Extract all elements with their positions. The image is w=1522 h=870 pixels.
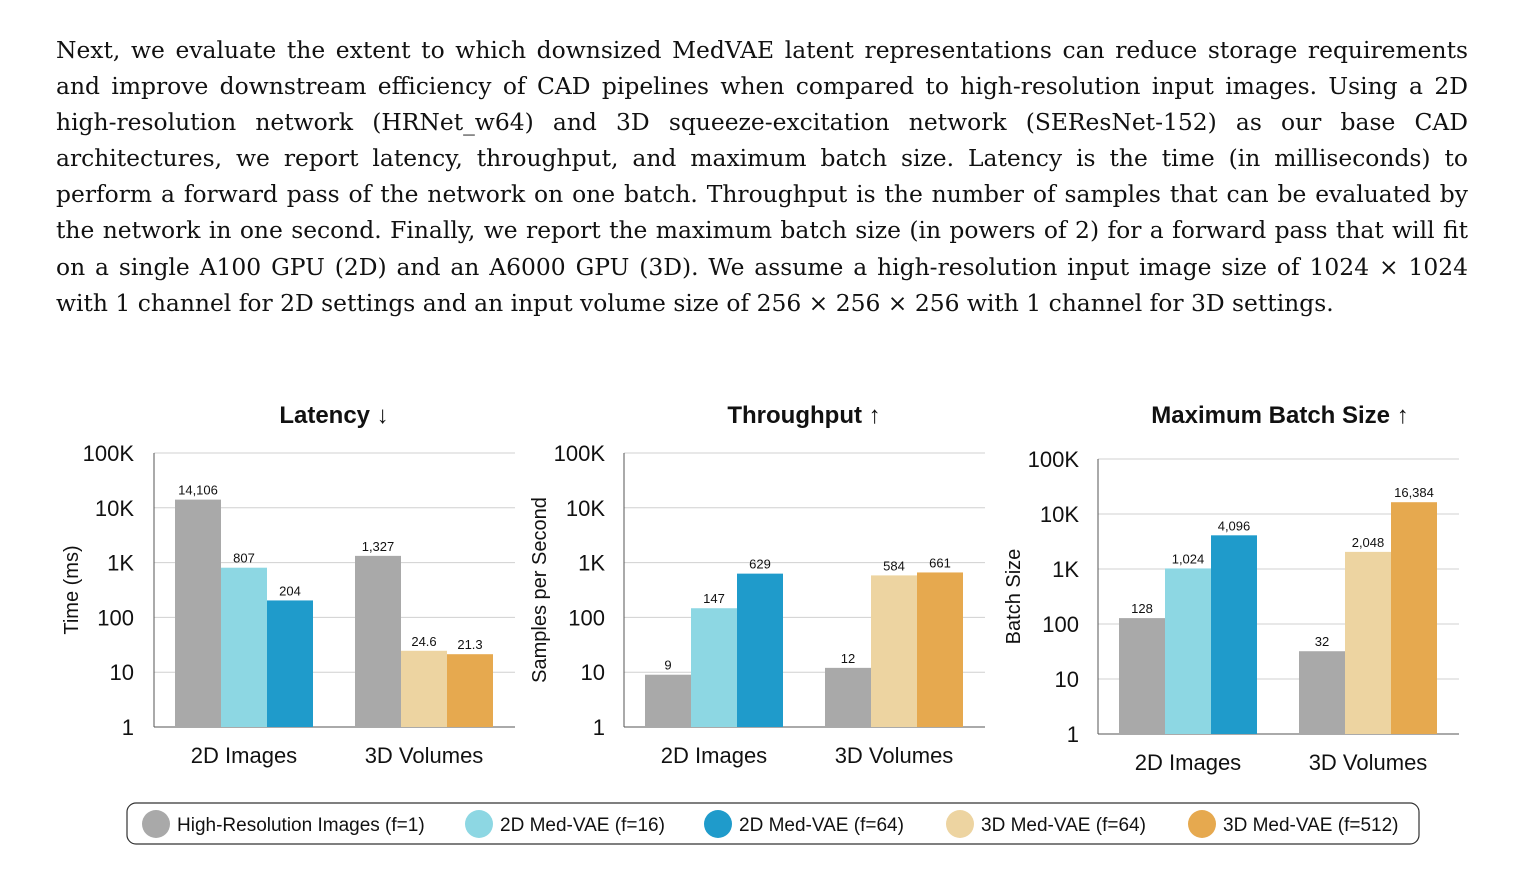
y-tick-label: 100 (1042, 612, 1079, 637)
bar (917, 572, 963, 727)
y-tick-label: 1K (107, 551, 134, 576)
bar-value-label: 32 (1315, 634, 1329, 649)
y-tick-label: 1 (122, 715, 134, 740)
body-paragraph: Next, we evaluate the extent to which do… (56, 36, 1468, 317)
legend-label: 2D Med-VAE (f=16) (500, 815, 665, 836)
bar (1119, 618, 1165, 734)
y-tick-label: 10K (95, 496, 134, 521)
bar (175, 499, 221, 727)
bar-value-label: 204 (279, 583, 301, 598)
y-tick-label: 100K (554, 441, 606, 466)
bar-value-label: 128 (1131, 601, 1153, 616)
x-category-label: 2D Images (191, 743, 297, 768)
bar-value-label: 24.6 (411, 634, 436, 649)
x-category-label: 2D Images (1135, 750, 1241, 775)
legend-label: High-Resolution Images (f=1) (177, 815, 425, 836)
y-tick-label: 10K (566, 496, 605, 521)
bar (871, 575, 917, 727)
x-category-label: 3D Volumes (365, 743, 484, 768)
bar (691, 608, 737, 727)
bar (1165, 568, 1211, 734)
bar-value-label: 629 (749, 557, 771, 572)
y-tick-label: 100K (83, 441, 135, 466)
bar (267, 600, 313, 727)
bar (825, 667, 871, 727)
x-category-label: 3D Volumes (835, 743, 954, 768)
legend-swatch (704, 810, 732, 838)
bar (737, 573, 783, 727)
bar (1345, 551, 1391, 734)
latency-chart: Latency ↓ 1 10 100 1K 10K 100K Time (ms) 14,106 8… (61, 402, 515, 768)
y-tick-label: 100 (97, 605, 134, 630)
y-axis-label: Batch Size (1003, 549, 1025, 645)
y-tick-label: 10K (1040, 502, 1079, 527)
y-tick-label: 1 (593, 715, 605, 740)
y-tick-label: 10 (581, 660, 605, 685)
bar-value-label: 661 (929, 555, 951, 570)
chart-title: Throughput ↑ (727, 402, 880, 429)
bar-value-label: 16,384 (1394, 485, 1434, 500)
bar-value-label: 147 (703, 591, 725, 606)
bar (1299, 651, 1345, 734)
throughput-chart: Throughput ↑ 1 10 100 1K 10K 100K Samples per S… (529, 402, 985, 768)
bar-value-label: 584 (883, 558, 905, 573)
y-tick-label: 1K (1052, 557, 1079, 582)
y-axis-label: Samples per Second (529, 497, 551, 683)
legend-swatch (1188, 810, 1216, 838)
y-tick-label: 1K (578, 551, 605, 576)
bar (1211, 535, 1257, 734)
bar-value-label: 2,048 (1352, 535, 1385, 550)
batch-size-chart: Maximum Batch Size ↑ 1 10 100 1K 10K 100K Batch… (1003, 402, 1459, 775)
legend-label: 2D Med-VAE (f=64) (739, 815, 904, 836)
legend-label: 3D Med-VAE (f=512) (1223, 815, 1398, 836)
bar-value-label: 14,106 (178, 483, 218, 498)
bar (645, 674, 691, 727)
x-category-label: 2D Images (661, 743, 767, 768)
bar-value-label: 1,327 (362, 539, 395, 554)
y-tick-label: 1 (1067, 722, 1079, 747)
bar (447, 654, 493, 727)
bar-value-label: 4,096 (1218, 518, 1251, 533)
y-axis-label: Time (ms) (61, 545, 83, 634)
bar (221, 567, 267, 727)
bar-value-label: 21.3 (457, 637, 482, 652)
bar-value-label: 807 (233, 551, 255, 566)
bar-value-label: 9 (664, 658, 671, 673)
legend-swatch (142, 810, 170, 838)
legend-label: 3D Med-VAE (f=64) (981, 815, 1146, 836)
legend-swatch (946, 810, 974, 838)
bar (401, 650, 447, 727)
x-category-label: 3D Volumes (1309, 750, 1428, 775)
y-tick-label: 10 (110, 660, 134, 685)
bar (355, 555, 401, 727)
y-tick-label: 10 (1055, 667, 1079, 692)
legend-swatch (465, 810, 493, 838)
y-tick-label: 100 (568, 605, 605, 630)
chart-title: Maximum Batch Size ↑ (1151, 402, 1408, 429)
legend-box (126, 802, 1420, 845)
legend: High-Resolution Images (f=1) 2D Med-VAE (… (126, 802, 1420, 845)
chart-title: Latency ↓ (279, 402, 388, 429)
bar-value-label: 1,024 (1172, 551, 1205, 566)
bar (1391, 502, 1437, 734)
y-tick-label: 100K (1028, 447, 1080, 472)
bar-value-label: 12 (841, 651, 855, 666)
figure-charts: Latency ↓ 1 10 100 1K 10K 100K Time (ms) 14,106 8… (61, 402, 1459, 845)
